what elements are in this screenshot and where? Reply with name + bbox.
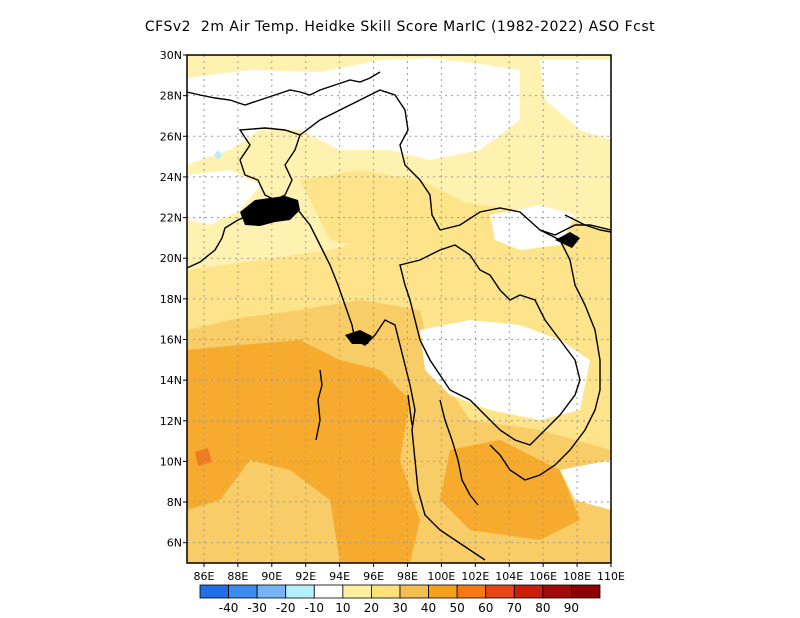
border-myanmar-north — [299, 89, 441, 231]
colorbar-label: -10 — [304, 601, 324, 615]
border-china-south — [439, 207, 611, 236]
colorbar-label: 80 — [535, 601, 550, 615]
field-white-indochina — [420, 320, 590, 420]
lon-label: 100E — [427, 570, 455, 583]
colorbar-label: 40 — [421, 601, 436, 615]
coast-gulf-tonkin — [564, 214, 611, 233]
colorbar-label: 90 — [564, 601, 579, 615]
field-white-india-east — [187, 170, 260, 225]
lat-label: 24N — [160, 171, 182, 184]
lat-label: 12N — [160, 415, 182, 428]
colorbar-swatch — [371, 584, 401, 599]
lat-label: 18N — [160, 293, 182, 306]
lat-label: 30N — [160, 49, 182, 62]
field-negative-spot — [214, 150, 222, 160]
coastlines — [187, 71, 611, 561]
lon-label: 110E — [597, 570, 625, 583]
colorbar-swatch — [428, 584, 458, 599]
field-white-sea — [560, 460, 611, 510]
map-title: CFSv2 2m Air Temp. Heidke Skill Score Ma… — [144, 19, 656, 35]
colorbar-label: -20 — [276, 601, 296, 615]
border-himalaya — [187, 71, 381, 106]
colorbar-swatch — [542, 584, 572, 599]
longitude-labels: 86E 88E 90E 92E 94E 96E 98E 100E 102E 104E 106E 108… — [193, 563, 625, 583]
colorbar-swatch — [399, 584, 429, 599]
lat-label: 28N — [160, 90, 182, 103]
colorbar-label: 50 — [450, 601, 465, 615]
colorbar-label: -40 — [219, 601, 239, 615]
map-grid — [187, 55, 611, 563]
lon-label: 98E — [397, 570, 418, 583]
colorbar-swatch — [485, 584, 515, 599]
skill-score-field — [187, 55, 611, 563]
colorbar-label: 60 — [478, 601, 493, 615]
lon-label: 94E — [329, 570, 350, 583]
lon-label: 96E — [363, 570, 384, 583]
lat-label: 14N — [160, 374, 182, 387]
irrawaddy-delta — [345, 330, 372, 344]
lon-label: 88E — [227, 570, 248, 583]
field-white-northeast — [540, 60, 611, 140]
field-white-north — [187, 58, 520, 165]
lat-label: 20N — [160, 252, 182, 265]
colorbar-label: 30 — [392, 601, 407, 615]
lon-label: 108E — [563, 570, 591, 583]
lon-label: 86E — [193, 570, 214, 583]
lon-label: 104E — [495, 570, 523, 583]
field-orange-bay — [187, 340, 420, 563]
coast-gulf-thailand — [439, 399, 479, 506]
colorbar-labels: -40 -30 -20 -10 10 20 30 40 50 60 70 80 90 — [219, 601, 579, 615]
colorbar-label: -30 — [247, 601, 267, 615]
lat-label: 10N — [160, 455, 182, 468]
latitude-labels: 6N 8N 10N 12N 14N 16N 18N 20N 22N 24N 26N 28N 30N — [160, 49, 187, 550]
river-deltas — [240, 196, 580, 344]
lat-label: 8N — [167, 496, 182, 509]
colorbar-swatch — [571, 584, 601, 599]
colorbar-label: 70 — [507, 601, 522, 615]
lon-label: 92E — [295, 570, 316, 583]
lon-label: 102E — [461, 570, 489, 583]
coast-vietnam — [489, 229, 601, 481]
colorbar-swatch — [342, 584, 372, 599]
colorbar-label: 20 — [364, 601, 379, 615]
colorbar-swatch — [313, 584, 344, 599]
colorbar-swatch — [513, 584, 544, 599]
red-river-delta — [555, 232, 580, 248]
field-white-laos — [490, 205, 575, 250]
border-bangladesh — [238, 127, 301, 201]
lat-label: 16N — [160, 333, 182, 346]
colorbar-swatch — [456, 584, 487, 599]
map-frame — [186, 54, 612, 564]
lat-label: 26N — [160, 130, 182, 143]
colorbar-swatch — [256, 584, 287, 599]
border-indochina — [399, 244, 581, 446]
coast-tenasserim — [407, 394, 413, 426]
andaman-islands — [315, 369, 323, 441]
colorbar — [199, 584, 601, 599]
colorbar-swatch — [199, 584, 229, 599]
colorbar-label: 10 — [335, 601, 350, 615]
colorbar-swatch — [285, 584, 315, 599]
colorbar-swatch — [228, 584, 258, 599]
ganges-delta — [240, 196, 300, 226]
lat-label: 6N — [167, 537, 182, 550]
lat-label: 22N — [160, 212, 182, 225]
lon-label: 106E — [529, 570, 557, 583]
lon-label: 90E — [261, 570, 282, 583]
